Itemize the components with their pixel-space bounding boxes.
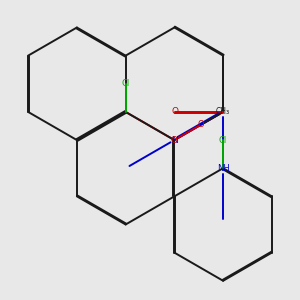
Text: NH: NH — [217, 164, 230, 173]
Text: O: O — [171, 136, 178, 145]
Text: N: N — [171, 136, 178, 145]
Text: CH₃: CH₃ — [216, 107, 230, 116]
Text: O: O — [198, 120, 205, 129]
Text: Cl: Cl — [122, 79, 130, 88]
Text: Cl: Cl — [219, 136, 227, 145]
Text: O: O — [172, 107, 179, 116]
